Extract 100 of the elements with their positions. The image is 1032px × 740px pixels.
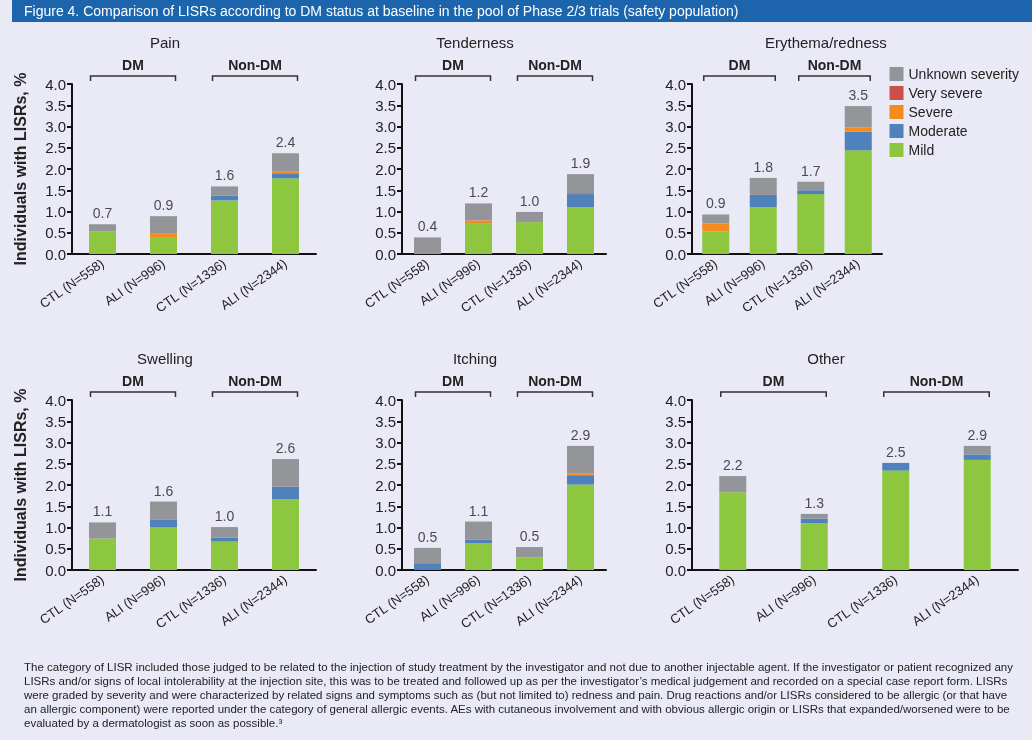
total-label: 2.9 [570, 426, 591, 443]
total-label: 1.0 [519, 192, 540, 209]
y-tick-label: 1.0 [375, 519, 396, 536]
y-tick-label: 3.0 [45, 118, 66, 135]
y-tick-label: 3.0 [375, 434, 396, 451]
total-label: 0.9 [706, 195, 726, 212]
total-label: 0.4 [417, 218, 438, 235]
total-label: 0.5 [417, 528, 438, 545]
y-tick-label: 1.0 [45, 203, 66, 220]
text: Non-DM [228, 57, 282, 73]
total-label: 2.9 [967, 426, 988, 443]
chart-title: Erythema/redness [765, 34, 887, 51]
chart-title: Other [807, 350, 845, 367]
total-label: 2.5 [886, 443, 906, 460]
text: Non-DM [909, 373, 964, 389]
total-label: 1.9 [570, 155, 591, 172]
total-label: 2.2 [723, 457, 743, 474]
total-label: 1.3 [804, 494, 825, 511]
y-tick-label: 3.5 [45, 96, 66, 114]
total-label: 1.1 [468, 502, 489, 519]
y-tick-label: 1.0 [45, 519, 66, 536]
y-tick-label: 0.5 [665, 224, 686, 242]
y-tick-label: 2.5 [665, 455, 686, 473]
y-tick-label: 4.0 [375, 75, 396, 93]
y-tick-label: 2.0 [375, 476, 396, 494]
text: DM [442, 57, 464, 73]
y-tick-label: 1.0 [665, 203, 686, 220]
y-tick-label: 0.0 [45, 561, 66, 579]
y-tick-label: 2.5 [45, 139, 66, 157]
y-tick-label: 4.0 [45, 391, 66, 409]
legend-label: Mild [908, 142, 935, 158]
text: DM [122, 373, 144, 389]
y-tick-label: 3.5 [375, 412, 396, 430]
y-tick-label: 4.0 [665, 75, 686, 93]
y-tick-label: 2.5 [375, 455, 396, 473]
y-tick-label: 3.0 [375, 118, 396, 135]
text: DM [442, 373, 464, 389]
y-tick-label: 2.0 [45, 160, 66, 178]
y-tick-label: 2.5 [375, 139, 396, 157]
total-label: 2.6 [275, 440, 296, 457]
total-label: 0.9 [153, 197, 174, 214]
total-label: 3.5 [848, 87, 869, 104]
y-tick-label: 1.5 [45, 181, 66, 199]
y-tick-label: 3.5 [665, 96, 686, 114]
chart-title: Swelling [137, 350, 193, 367]
legend-label: Unknown severity [908, 66, 1020, 82]
y-tick-label: 3.0 [45, 434, 66, 451]
y-axis-title: Individuals with LISRs, % [12, 72, 29, 266]
text: Figure 4. Comparison of LISRs according to DM status at baseline in the pool of Phase 2/3 trials (safety population) [12, 0, 1032, 22]
total-label: 1.2 [468, 184, 489, 201]
legend-label: Moderate [908, 123, 968, 139]
y-tick-label: 0.5 [45, 224, 66, 242]
total-label: 1.7 [801, 162, 821, 179]
text: Non-DM [228, 373, 282, 389]
text: Non-DM [807, 57, 862, 73]
chart-title: Tenderness [436, 34, 514, 51]
text: The category of LISR included those judged to be related to the injection of study treatment by the investigator and not due to another injectable agent. If the investigator or patient recognized any LISRs and/or signs of local intolerability at the injection site, this was to be treated and followed up as per the investigator’s medical judgement and recorded on a special case report form. LISRs were graded by severity and were characterized by related signs and symptoms such as (but not limited to) redness and pain. Drug reactions and/or LISRs considered to be allergic (or that have an allergic component) were reported under the category of general allergic events. AEs with cutaneous involvement and with obvious allergic origin or LISRs that expanded/worsened were to be evaluated by a dermatologist as soon as possible.³ [24, 660, 1014, 730]
y-tick-label: 0.5 [45, 540, 66, 558]
y-tick-label: 0.0 [375, 245, 396, 263]
total-label: 0.7 [92, 205, 113, 222]
y-tick-label: 2.0 [375, 160, 396, 178]
chart-title: Itching [452, 350, 498, 367]
total-label: 1.1 [92, 503, 113, 520]
y-tick-label: 4.0 [45, 75, 66, 93]
chart-title: Pain [149, 34, 181, 51]
total-label: 1.6 [214, 167, 235, 184]
y-tick-label: 0.5 [665, 540, 686, 558]
total-label: 2.4 [275, 134, 296, 151]
text: Non-DM [528, 373, 582, 389]
y-tick-label: 3.5 [665, 412, 686, 430]
total-label: 1.0 [214, 508, 235, 525]
text: DM [762, 373, 785, 389]
total-label: 1.6 [153, 482, 174, 499]
y-tick-label: 3.0 [665, 118, 686, 135]
y-tick-label: 0.0 [665, 561, 686, 579]
y-tick-label: 1.5 [375, 497, 396, 515]
y-tick-label: 1.5 [665, 181, 686, 199]
y-tick-label: 1.5 [665, 497, 686, 515]
y-tick-label: 1.0 [375, 203, 396, 220]
total-label: 1.8 [753, 158, 774, 175]
y-tick-label: 2.0 [665, 160, 686, 178]
y-tick-label: 2.0 [45, 476, 66, 494]
text: Non-DM [528, 57, 582, 73]
y-tick-label: 4.0 [375, 391, 396, 409]
legend-label: Very severe [908, 85, 983, 101]
y-tick-label: 2.5 [665, 139, 686, 157]
y-tick-label: 1.5 [45, 497, 66, 515]
y-tick-label: 0.5 [375, 224, 396, 242]
y-axis-title: Individuals with LISRs, % [12, 388, 29, 582]
legend-label: Severe [908, 104, 954, 120]
y-tick-label: 2.5 [45, 455, 66, 473]
y-tick-label: 0.0 [45, 245, 66, 263]
y-tick-label: 0.5 [375, 540, 396, 558]
y-tick-label: 1.0 [665, 519, 686, 536]
y-tick-label: 3.5 [45, 412, 66, 430]
text: DM [122, 57, 144, 73]
y-tick-label: 0.0 [665, 245, 686, 263]
y-tick-label: 3.5 [375, 96, 396, 114]
text: DM [728, 57, 751, 73]
y-tick-label: 1.5 [375, 181, 396, 199]
